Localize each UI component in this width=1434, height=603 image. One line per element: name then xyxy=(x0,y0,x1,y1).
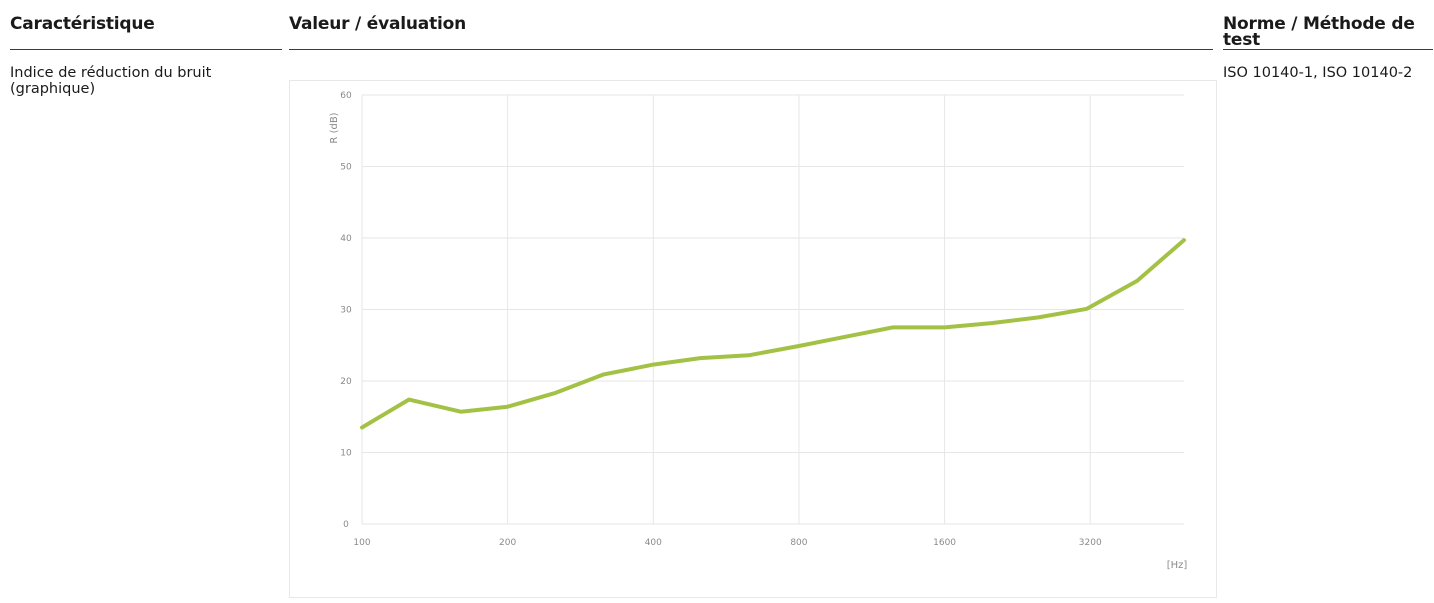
x-tick-labels: 100 200 400 800 1600 3200 xyxy=(353,538,1102,548)
series-line xyxy=(360,238,1186,430)
header-characteristic: Caractéristique xyxy=(10,0,282,50)
x-axis-label: [Hz] xyxy=(1167,560,1188,571)
column-standard: Norme / Méthode de test ISO 10140-1, ISO… xyxy=(1223,0,1433,81)
y-tick-label: 40 xyxy=(340,234,352,244)
cell-characteristic: Indice de réduction du bruit (graphique) xyxy=(10,65,212,97)
y-tick-label: 60 xyxy=(340,91,352,101)
y-tick-label: 10 xyxy=(340,449,352,459)
x-tick-label: 200 xyxy=(499,538,516,548)
y-axis-label: R (dB) xyxy=(329,112,340,143)
x-tick-label: 3200 xyxy=(1079,538,1102,548)
y-tick-label: 30 xyxy=(340,306,352,316)
chart-frame xyxy=(289,80,1217,598)
x-tick-label: 100 xyxy=(353,538,370,548)
x-tick-label: 1600 xyxy=(933,538,956,548)
x-tick-label: 800 xyxy=(790,538,807,548)
y-tick-label: 20 xyxy=(340,377,352,387)
column-characteristic: Caractéristique Indice de réduction du b… xyxy=(10,0,282,97)
noise-reduction-chart: 0 10 20 30 40 50 60 100 200 400 800 1600 3200 R (dB… xyxy=(289,80,1217,598)
header-standard: Norme / Méthode de test xyxy=(1223,0,1433,50)
y-tick-label: 50 xyxy=(340,163,352,173)
y-tick-labels: 0 10 20 30 40 50 60 xyxy=(340,91,352,530)
header-value: Valeur / évaluation xyxy=(289,0,1213,50)
y-tick-label: 0 xyxy=(343,520,349,530)
column-value: Valeur / évaluation xyxy=(289,0,1213,50)
cell-standard: ISO 10140-1, ISO 10140-2 xyxy=(1223,65,1413,81)
x-tick-label: 400 xyxy=(645,538,662,548)
chart-grid xyxy=(361,94,1184,525)
